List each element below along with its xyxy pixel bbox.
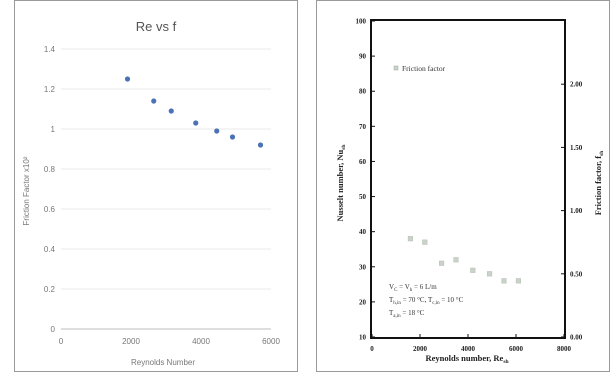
chart-right-data-point xyxy=(407,236,413,242)
chart-right-left-y-tick-label: 60 xyxy=(359,158,367,166)
chart-right-left-y-tick-label: 10 xyxy=(359,334,367,342)
chart-left-x-tick-label: 6000 xyxy=(262,337,280,346)
chart-right-x-tick-label: 8000 xyxy=(557,345,572,353)
chart-right-data-point xyxy=(439,260,445,266)
chart-right-legend: Friction factor xyxy=(393,64,446,73)
chart-right-left-y-axis-label: Nusselt number, Nush xyxy=(335,145,347,222)
chart-right-left-y-tick-label: 30 xyxy=(359,263,367,271)
chart-right-x-tick-label: 4000 xyxy=(461,345,476,353)
chart-left-y-tick-label: 0.8 xyxy=(44,165,56,174)
chart-right-right-y-tick-label: 0.00 xyxy=(570,334,583,342)
chart-right-x-axis-label: Reynolds number, Resh xyxy=(425,353,508,365)
chart-right-left-y-tick-label: 20 xyxy=(359,298,367,306)
chart-left-y-tick-label: 0.2 xyxy=(44,285,56,294)
chart-left-title: Re vs f xyxy=(136,19,177,34)
chart-right-data-point xyxy=(422,239,428,245)
chart-right-annotation-line: Ta,in = 18 °C xyxy=(389,309,425,319)
chart-right-left-y-ticks: 10 20 30 40 50 60 70 80 90 100 xyxy=(356,18,375,342)
chart-left-data-point xyxy=(124,76,131,82)
chart-right-data-point xyxy=(453,257,459,263)
chart-left-x-tick-label: 2000 xyxy=(122,337,140,346)
chart-right-right-y-axis-label: Friction factor, fsh xyxy=(593,151,605,216)
chart-right-left-y-tick-label: 70 xyxy=(359,123,367,131)
chart-right-data-point xyxy=(501,278,507,284)
chart-right-data-point xyxy=(470,267,476,273)
chart-right-right-y-tick-label: 0.50 xyxy=(570,270,583,278)
chart-left-y-tick-label: 0.6 xyxy=(44,205,56,214)
chart-right-annotation: VC = Vh = 6 L/m Th,in = 70 °C, Tc,in = 10… xyxy=(389,283,464,319)
chart-left-y-tick-label: 0.4 xyxy=(44,245,56,254)
chart-right-left-y-tick-label: 90 xyxy=(359,53,367,61)
chart-left-gridlines xyxy=(61,48,271,330)
chart-left-x-tick-label: 0 xyxy=(59,337,64,346)
chart-left-data-point xyxy=(257,142,264,148)
chart-right-right-y-ticks: 0.00 0.50 1.00 1.50 2.00 xyxy=(561,81,583,342)
chart-left-panel: Re vs f 0 0.2 0.4 0.6 0.8 1 1.2 1.4 0 2000 4000 60… xyxy=(14,0,298,372)
chart-right-x-tick-label: 2000 xyxy=(413,345,428,353)
chart-right-legend-marker xyxy=(393,65,399,71)
chart-left-y-ticks: 0 0.2 0.4 0.6 0.8 1 1.2 1.4 xyxy=(44,45,56,334)
chart-left-x-ticks: 0 2000 4000 6000 xyxy=(59,337,281,346)
chart-left-svg: Re vs f 0 0.2 0.4 0.6 0.8 1 1.2 1.4 0 2000 4000 60… xyxy=(22,19,281,367)
chart-right-left-y-tick-label: 80 xyxy=(359,88,367,96)
chart-right-x-ticks: 0 2000 4000 6000 8000 xyxy=(370,334,572,353)
chart-left-data-point xyxy=(193,120,199,126)
chart-right-right-y-tick-label: 1.50 xyxy=(570,144,583,152)
chart-left-y-axis-label: Friction Factor x10² xyxy=(22,156,31,225)
chart-left-points xyxy=(124,76,264,148)
chart-left-y-tick-label: 1.4 xyxy=(44,45,56,54)
chart-right-left-y-tick-label: 50 xyxy=(359,193,367,201)
chart-right-legend-label: Friction factor xyxy=(402,64,446,73)
chart-right-right-y-tick-label: 2.00 xyxy=(570,81,583,89)
chart-left-data-point xyxy=(214,128,220,134)
chart-left-data-point xyxy=(168,108,174,114)
chart-right-panel: 10 20 30 40 50 60 70 80 90 100 0.00 0.50 1.00 1.50 2.… xyxy=(316,0,610,372)
chart-right-annotation-line: VC = Vh = 6 L/m xyxy=(389,283,437,293)
chart-right-data-point xyxy=(487,271,493,277)
chart-right-left-y-tick-label: 40 xyxy=(359,228,367,236)
chart-right-x-tick-label: 6000 xyxy=(509,345,524,353)
chart-left-data-point xyxy=(229,134,236,140)
chart-right-data-point xyxy=(515,278,521,284)
chart-right-annotation-line: Th,in = 70 °C, Tc,in = 10 °C xyxy=(389,296,464,306)
chart-left-y-tick-label: 1.2 xyxy=(44,85,56,94)
chart-right-right-y-tick-label: 1.00 xyxy=(570,207,583,215)
chart-right-points xyxy=(407,236,521,284)
chart-left-y-tick-label: 1 xyxy=(51,125,56,134)
chart-right-x-tick-label: 0 xyxy=(370,345,374,353)
chart-left-y-tick-label: 0 xyxy=(51,325,56,334)
chart-right-svg: 10 20 30 40 50 60 70 80 90 100 0.00 0.50 1.00 1.50 2.… xyxy=(335,18,605,366)
chart-left-x-axis-label: Reynolds Number xyxy=(131,358,195,367)
chart-left-x-tick-label: 4000 xyxy=(192,337,210,346)
chart-right-left-y-tick-label: 100 xyxy=(356,18,367,26)
chart-left-data-point xyxy=(151,98,157,104)
